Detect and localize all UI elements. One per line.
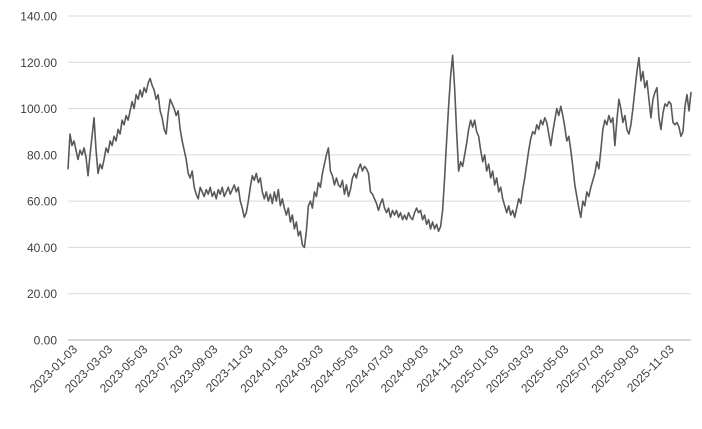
y-axis-tick-label: 140.00 (20, 10, 57, 24)
y-axis-tick-label: 0.00 (34, 334, 58, 348)
data-series-line (67, 54, 692, 249)
gridlines (68, 15, 691, 295)
y-axis-tick-label: 80.00 (27, 148, 57, 162)
y-axis-tick-label: 40.00 (27, 241, 57, 255)
y-axis-tick-label: 20.00 (27, 287, 57, 301)
y-axis-tick-label: 100.00 (20, 102, 57, 116)
x-axis-tick-labels: 2023-01-032023-03-032023-05-032023-07-03… (27, 342, 677, 396)
y-axis-tick-label: 120.00 (20, 56, 57, 70)
y-axis-tick-label: 60.00 (27, 195, 57, 209)
y-axis-tick-labels: 0.00 20.00 40.00 60.00 80.00 100.00 120.00 140.… (20, 10, 57, 348)
